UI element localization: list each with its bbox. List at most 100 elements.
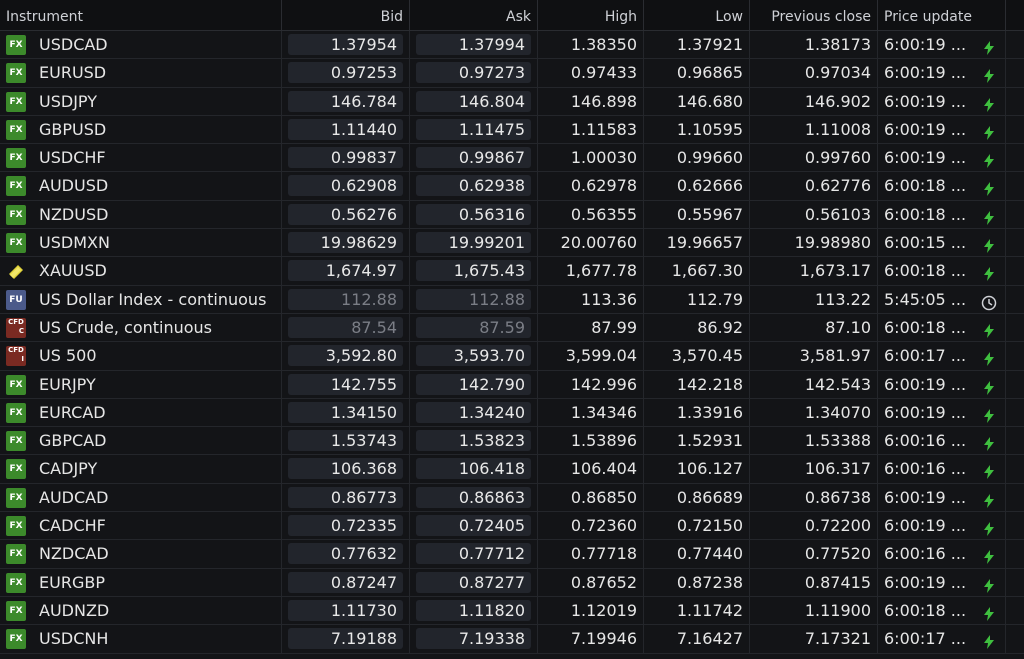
ask-cell[interactable]: 0.62938 — [410, 172, 538, 201]
instrument-cell[interactable]: FX CADCHF — [0, 512, 282, 541]
instrument-cell[interactable]: XAUUSD — [0, 257, 282, 286]
bid-price[interactable]: 1.37954 — [288, 34, 403, 55]
instrument-cell[interactable]: FX NZDCAD — [0, 540, 282, 569]
ask-cell[interactable]: 1,675.43 — [410, 257, 538, 286]
instrument-cell[interactable]: FX GBPUSD — [0, 115, 282, 144]
ask-cell[interactable]: 146.804 — [410, 87, 538, 116]
table-row[interactable]: FX NZDCAD 0.77632 0.77712 0.77718 0.77440 0.77… — [0, 540, 1024, 569]
bid-price[interactable]: 106.368 — [288, 458, 403, 480]
bid-price[interactable]: 142.755 — [288, 373, 403, 395]
ask-price[interactable]: 146.804 — [416, 90, 531, 112]
bid-cell[interactable]: 19.98629 — [282, 229, 410, 258]
table-row[interactable]: FX EURUSD 0.97253 0.97273 0.97433 0.96865 0.97… — [0, 59, 1024, 88]
table-row[interactable]: FX AUDUSD 0.62908 0.62938 0.62978 0.62666 0.62… — [0, 172, 1024, 201]
ask-cell[interactable]: 7.19338 — [410, 625, 538, 654]
bid-cell[interactable]: 1.11440 — [282, 115, 410, 144]
bid-cell[interactable]: 142.755 — [282, 370, 410, 399]
bid-price[interactable]: 3,592.80 — [288, 345, 403, 367]
table-row[interactable]: FX AUDCAD 0.86773 0.86863 0.86850 0.86689 0.86… — [0, 483, 1024, 513]
bid-cell[interactable]: 0.87247 — [282, 568, 410, 597]
table-row[interactable]: FX USDJPY 146.784 146.804 146.898 146.680 146.… — [0, 87, 1024, 116]
ask-price[interactable]: 0.97273 — [416, 62, 531, 84]
ask-cell[interactable]: 1.11820 — [410, 596, 538, 625]
ask-cell[interactable]: 1.11475 — [410, 115, 538, 144]
instrument-cell[interactable]: FU US Dollar Index - continuous — [0, 285, 282, 314]
bid-cell[interactable]: 106.368 — [282, 455, 410, 484]
column-header-previous-close[interactable]: Previous close — [750, 0, 878, 30]
instrument-cell[interactable]: FX AUDNZD — [0, 596, 282, 625]
ask-price[interactable]: 106.418 — [416, 458, 531, 480]
column-header-ask[interactable]: Ask — [410, 0, 538, 30]
bid-cell[interactable]: 0.86773 — [282, 483, 410, 512]
ask-price[interactable]: 1.11820 — [416, 599, 531, 621]
ask-price[interactable]: 3,593.70 — [416, 345, 531, 367]
bid-cell[interactable]: 3,592.80 — [282, 342, 410, 371]
bid-price[interactable]: 0.99837 — [288, 147, 403, 169]
ask-price[interactable]: 0.56316 — [416, 203, 531, 225]
ask-price[interactable]: 0.86863 — [416, 486, 531, 508]
ask-cell[interactable]: 112.88 — [410, 285, 538, 314]
table-row[interactable]: FX USDCHF 0.99837 0.99867 1.00030 0.99660 0.99… — [0, 144, 1024, 173]
ask-price[interactable]: 7.19338 — [416, 628, 531, 650]
instrument-cell[interactable]: FX EURJPY — [0, 370, 282, 399]
ask-price[interactable]: 1.11475 — [416, 118, 531, 140]
ask-price[interactable]: 0.87277 — [416, 571, 531, 593]
ask-cell[interactable]: 1.53823 — [410, 427, 538, 456]
ask-price[interactable]: 142.790 — [416, 373, 531, 395]
bid-price[interactable]: 1.34150 — [288, 401, 403, 423]
table-row[interactable]: CFD I US 500 3,592.80 3,593.70 3,599.04 3,570.… — [0, 342, 1024, 371]
bid-cell[interactable]: 0.62908 — [282, 172, 410, 201]
column-header-instrument[interactable]: Instrument — [0, 0, 282, 30]
table-row[interactable]: FU US Dollar Index - continuous 112.88 112.… — [0, 285, 1024, 314]
instrument-cell[interactable]: FX AUDUSD — [0, 172, 282, 201]
ask-cell[interactable]: 1.34240 — [410, 398, 538, 427]
bid-cell[interactable]: 0.97253 — [282, 59, 410, 88]
bid-price[interactable]: 7.19188 — [288, 628, 403, 650]
column-header-bid[interactable]: Bid — [282, 0, 410, 30]
instrument-cell[interactable]: FX USDCNH — [0, 625, 282, 654]
instrument-cell[interactable]: FX NZDUSD — [0, 200, 282, 229]
table-row[interactable]: FX USDCNH 7.19188 7.19338 7.19946 7.16427 7.17… — [0, 625, 1024, 654]
bid-cell[interactable]: 1.34150 — [282, 398, 410, 427]
bid-cell[interactable]: 1,674.97 — [282, 257, 410, 286]
table-row[interactable]: XAUUSD 1,674.97 1,675.43 1,677.78 1,667.30 1,… — [0, 257, 1024, 286]
bid-price[interactable]: 0.62908 — [288, 175, 403, 197]
ask-cell[interactable]: 3,593.70 — [410, 342, 538, 371]
bid-cell[interactable]: 0.56276 — [282, 200, 410, 229]
bid-price[interactable]: 0.56276 — [288, 203, 403, 225]
table-row[interactable]: FX GBPUSD 1.11440 1.11475 1.11583 1.10595 1.11… — [0, 115, 1024, 145]
bid-cell[interactable]: 1.11730 — [282, 596, 410, 625]
bid-cell[interactable]: 0.72335 — [282, 512, 410, 541]
table-row[interactable]: FX AUDNZD 1.11730 1.11820 1.12019 1.11742 1.11… — [0, 596, 1024, 626]
bid-price[interactable]: 1.53743 — [288, 430, 403, 452]
ask-price[interactable]: 1.34240 — [416, 401, 531, 423]
bid-price[interactable]: 0.77632 — [288, 543, 403, 565]
table-row[interactable]: FX CADJPY 106.368 106.418 106.404 106.127 106.… — [0, 455, 1024, 484]
instrument-cell[interactable]: FX CADJPY — [0, 455, 282, 484]
ask-price[interactable]: 87.59 — [416, 316, 531, 338]
instrument-cell[interactable]: CFD C US Crude, continuous — [0, 313, 282, 342]
ask-cell[interactable]: 106.418 — [410, 455, 538, 484]
ask-cell[interactable]: 0.99867 — [410, 144, 538, 173]
column-header-price-update[interactable]: Price update — [878, 0, 1006, 30]
bid-price[interactable]: 19.98629 — [288, 232, 403, 254]
ask-price[interactable]: 0.72405 — [416, 515, 531, 537]
table-row[interactable]: FX EURGBP 0.87247 0.87277 0.87652 0.87238 0.87… — [0, 568, 1024, 597]
bid-cell[interactable]: 112.88 — [282, 285, 410, 314]
bid-cell[interactable]: 0.77632 — [282, 540, 410, 569]
bid-price[interactable]: 1.11730 — [288, 599, 403, 621]
bid-price[interactable]: 146.784 — [288, 90, 403, 112]
bid-price[interactable]: 0.86773 — [288, 486, 403, 508]
ask-cell[interactable]: 0.86863 — [410, 483, 538, 512]
bid-price[interactable]: 1,674.97 — [288, 260, 403, 282]
ask-cell[interactable]: 1.37994 — [410, 31, 538, 59]
ask-cell[interactable]: 0.97273 — [410, 59, 538, 88]
bid-price[interactable]: 0.97253 — [288, 62, 403, 84]
instrument-cell[interactable]: FX EURUSD — [0, 59, 282, 88]
bid-price[interactable]: 1.11440 — [288, 118, 403, 140]
bid-price[interactable]: 87.54 — [288, 316, 403, 338]
ask-cell[interactable]: 19.99201 — [410, 229, 538, 258]
instrument-cell[interactable]: FX USDCHF — [0, 144, 282, 173]
ask-price[interactable]: 112.88 — [416, 288, 531, 310]
table-row[interactable]: FX EURJPY 142.755 142.790 142.996 142.218 142.… — [0, 370, 1024, 399]
